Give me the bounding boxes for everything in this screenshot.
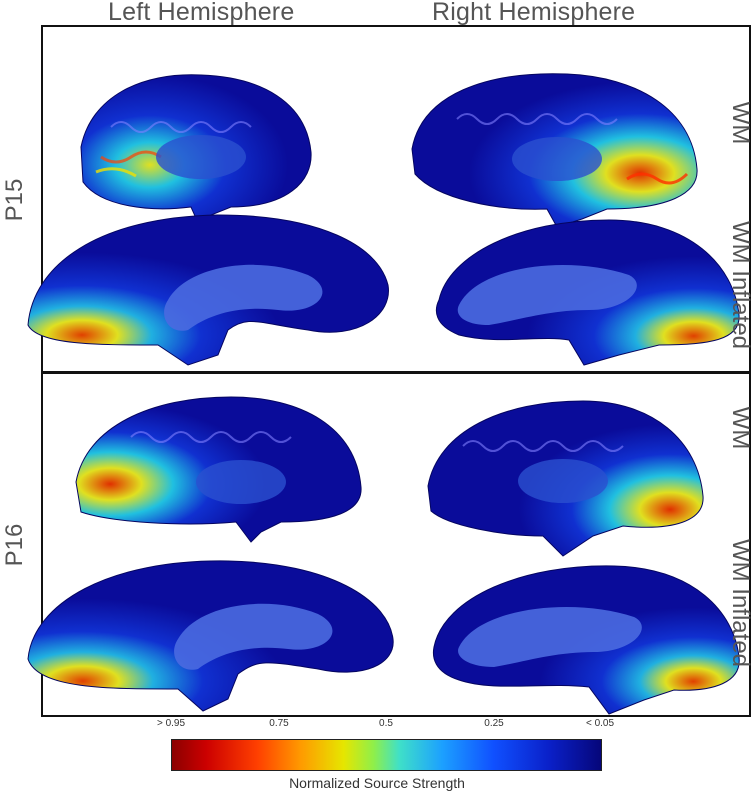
colorbar-tick: 0.25 (484, 718, 504, 729)
panel-p16 (27, 372, 751, 717)
colorbar-legend: > 0.95 0.75 0.5 0.25 < 0.05 Normalized S… (0, 717, 754, 797)
side-label-p16-wm-inflated: WM Inflated (727, 538, 754, 668)
side-label-p16-wm: WM (727, 406, 754, 450)
side-label-p15-wm-inflated: WM Inflated (727, 220, 754, 350)
brain-p15-right-wm (411, 73, 698, 228)
side-label-p15-wm: WM (727, 101, 754, 145)
brain-p15-left-wm (80, 74, 312, 226)
colorbar-tick: 0.5 (379, 718, 393, 729)
brain-p15-right-inflated (436, 219, 740, 366)
panel-p15 (27, 25, 751, 373)
colorbar-label: Normalized Source Strength (289, 775, 465, 791)
colorbar-tick: 0.75 (269, 718, 289, 729)
brain-p16-right-inflated (432, 565, 740, 715)
brain-p16-left-inflated (27, 560, 394, 712)
column-title-right: Right Hemisphere (432, 0, 636, 26)
colorbar-tick: > 0.95 (156, 718, 186, 729)
brain-p15-left-inflated (27, 214, 389, 366)
brain-p16-left-wm (75, 396, 362, 543)
colorbar-tick: < 0.05 (585, 718, 615, 729)
brain-p16-right-wm (427, 400, 704, 557)
colorbar-gradient (171, 739, 602, 771)
column-title-left: Left Hemisphere (108, 0, 295, 26)
